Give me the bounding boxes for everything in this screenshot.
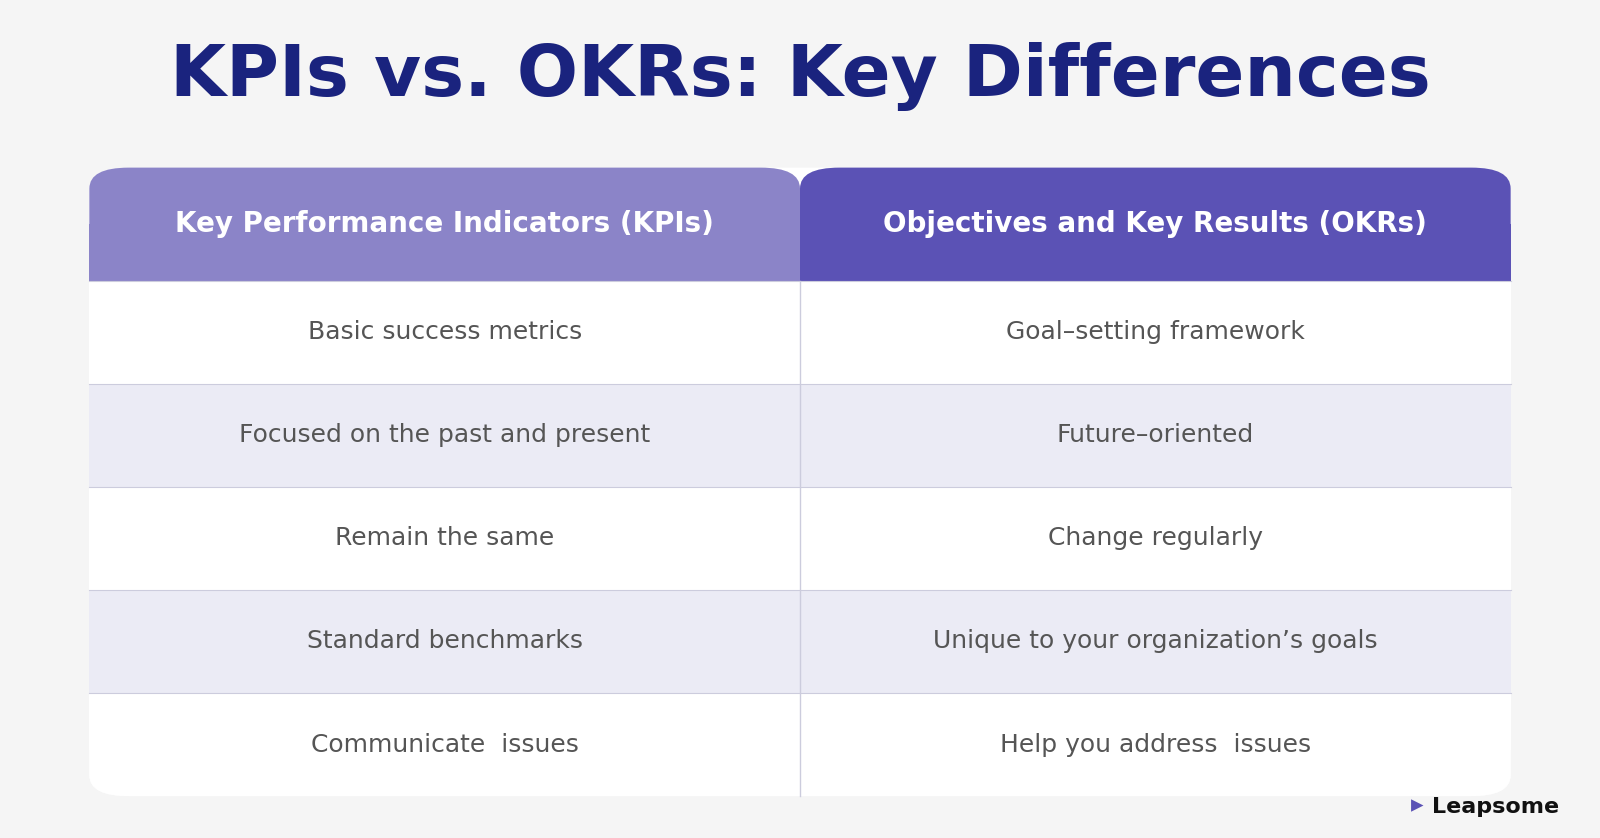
Bar: [800, 281, 1510, 384]
Bar: [90, 487, 800, 590]
Text: Standard benchmarks: Standard benchmarks: [307, 629, 582, 654]
Bar: [800, 590, 1510, 693]
Bar: [90, 590, 800, 693]
Text: Focused on the past and present: Focused on the past and present: [238, 423, 650, 447]
Bar: [800, 224, 1510, 281]
Text: Help you address  issues: Help you address issues: [1000, 732, 1310, 757]
Text: ▸: ▸: [1411, 793, 1424, 817]
FancyBboxPatch shape: [800, 168, 1510, 281]
FancyBboxPatch shape: [90, 168, 1510, 796]
Bar: [90, 281, 800, 384]
Text: Leapsome: Leapsome: [1432, 797, 1558, 817]
Bar: [90, 384, 800, 487]
Bar: [800, 693, 1510, 750]
FancyBboxPatch shape: [800, 693, 1510, 796]
Text: Basic success metrics: Basic success metrics: [307, 320, 582, 344]
FancyBboxPatch shape: [90, 693, 800, 796]
Bar: [90, 224, 800, 281]
Bar: [800, 487, 1510, 590]
Text: Objectives and Key Results (OKRs): Objectives and Key Results (OKRs): [883, 210, 1427, 238]
Text: Unique to your organization’s goals: Unique to your organization’s goals: [933, 629, 1378, 654]
Text: Future–oriented: Future–oriented: [1056, 423, 1254, 447]
Text: Key Performance Indicators (KPIs): Key Performance Indicators (KPIs): [176, 210, 714, 238]
Text: Change regularly: Change regularly: [1048, 526, 1262, 551]
FancyBboxPatch shape: [90, 168, 800, 281]
Text: Remain the same: Remain the same: [334, 526, 554, 551]
Text: Goal–setting framework: Goal–setting framework: [1006, 320, 1304, 344]
Text: Communicate  issues: Communicate issues: [310, 732, 579, 757]
Bar: [800, 384, 1510, 487]
Bar: [90, 693, 800, 750]
Text: KPIs vs. OKRs: Key Differences: KPIs vs. OKRs: Key Differences: [170, 42, 1430, 111]
